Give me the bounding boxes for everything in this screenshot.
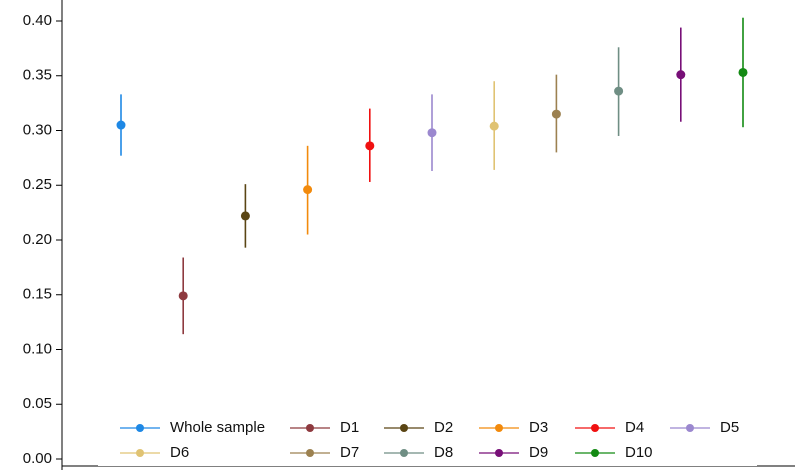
point [178, 291, 188, 301]
legend-marker [136, 424, 144, 432]
legend-label: D9 [529, 444, 548, 461]
legend-label: D1 [340, 419, 359, 436]
legend-marker [686, 424, 694, 432]
point [738, 67, 748, 77]
point [489, 121, 499, 131]
legend-marker [400, 449, 408, 457]
y-tick-label: 0.15 [23, 286, 52, 303]
legend-label: D3 [529, 419, 548, 436]
legend-marker [136, 449, 144, 457]
point [427, 128, 437, 138]
y-tick-label: 0.10 [23, 340, 52, 357]
point [365, 141, 375, 151]
legend-marker [306, 424, 314, 432]
y-tick-label: 0.35 [23, 67, 52, 84]
legend-label: D2 [434, 419, 453, 436]
y-tick-label: 0.05 [23, 395, 52, 412]
y-tick-label: 0.20 [23, 231, 52, 248]
legend-label: D4 [625, 419, 644, 436]
legend-marker [591, 449, 599, 457]
legend-marker [495, 424, 503, 432]
legend-marker [495, 449, 503, 457]
y-tick-label: 0.40 [23, 12, 52, 29]
point [116, 120, 126, 130]
point [551, 109, 561, 119]
point [303, 185, 313, 195]
y-tick-label: 0.00 [23, 450, 52, 467]
legend-label: D5 [720, 419, 739, 436]
legend-marker [591, 424, 599, 432]
legend-label: D6 [170, 444, 189, 461]
point [240, 211, 250, 221]
point [676, 70, 686, 80]
y-tick-label: 0.25 [23, 176, 52, 193]
legend-label: Whole sample [170, 419, 265, 436]
legend-marker [400, 424, 408, 432]
legend-label: D8 [434, 444, 453, 461]
legend-marker [306, 449, 314, 457]
legend-label: D7 [340, 444, 359, 461]
legend-box [98, 414, 757, 466]
y-tick-label: 0.30 [23, 121, 52, 138]
legend-label: D10 [625, 444, 653, 461]
point [614, 86, 624, 96]
